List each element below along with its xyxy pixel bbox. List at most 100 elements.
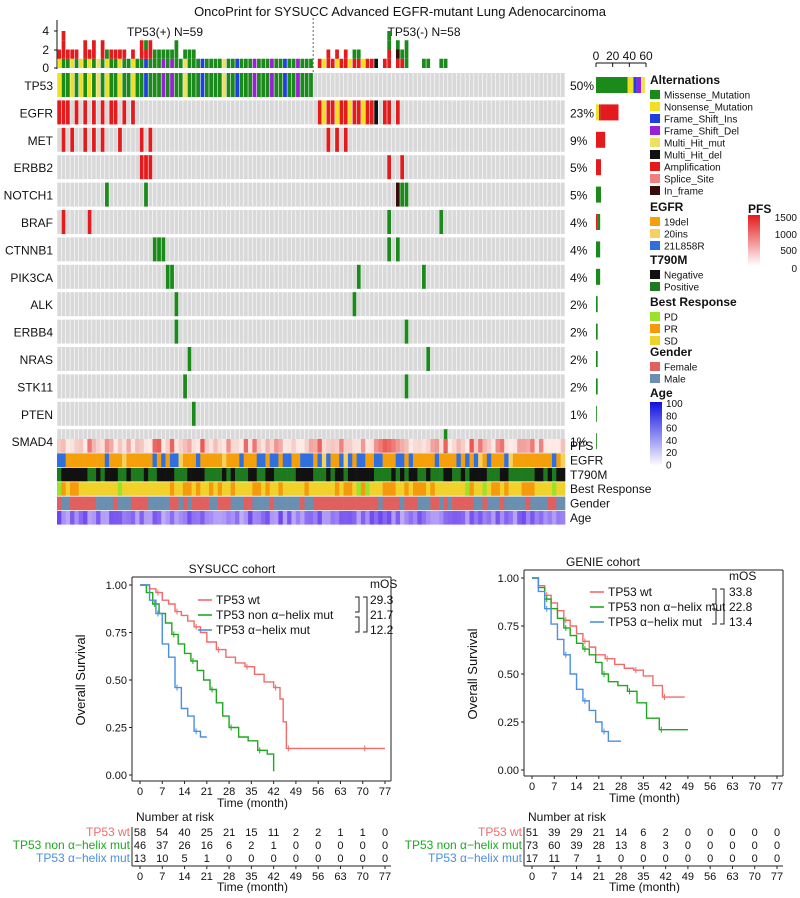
cell-empty	[152, 264, 157, 289]
cell-empty	[296, 182, 300, 207]
legend-pfs-tick: 1500	[775, 213, 798, 224]
track-cell	[91, 439, 97, 453]
track-cell	[187, 467, 192, 482]
cell-empty	[122, 155, 127, 180]
cell-empty	[252, 182, 257, 207]
cell-empty	[226, 127, 231, 152]
cell-amplification	[113, 100, 118, 125]
top-bar-segment	[287, 58, 292, 68]
cell-empty	[443, 73, 448, 97]
track-cell	[486, 496, 492, 511]
track-cell	[165, 511, 171, 525]
cell-empty	[404, 401, 409, 426]
track-cell	[317, 467, 323, 482]
cell-empty	[196, 182, 200, 207]
cell-empty	[300, 182, 305, 207]
track-cell	[213, 439, 218, 453]
cell-empty	[408, 401, 413, 426]
cell-empty	[248, 100, 253, 125]
km-y-label: Overall Survival	[465, 628, 480, 719]
cell-empty	[382, 237, 387, 262]
cell-empty	[283, 127, 287, 152]
cell-empty	[556, 100, 561, 125]
cell-empty	[317, 264, 322, 289]
cell-empty	[343, 237, 348, 262]
cell-empty	[79, 100, 83, 125]
cell-empty	[222, 182, 227, 207]
track-cell	[413, 482, 418, 496]
right-bar-segment	[596, 323, 598, 340]
track-cell	[478, 511, 483, 525]
risk-title: Number at risk	[528, 810, 607, 824]
cell-empty	[343, 182, 348, 207]
cell-empty	[543, 374, 548, 399]
cell-empty	[287, 319, 292, 344]
cell-empty	[443, 127, 448, 152]
cell-empty	[508, 127, 513, 152]
cell-empty	[504, 374, 509, 399]
cell-empty	[296, 319, 300, 344]
cell-empty	[408, 182, 413, 207]
track-cell	[178, 482, 184, 496]
track-cell	[152, 453, 158, 467]
cell-empty	[422, 237, 426, 262]
cell-empty	[339, 264, 344, 289]
track-cell	[369, 453, 375, 467]
risk-cell: 0	[293, 853, 299, 865]
cell-empty	[57, 155, 62, 180]
cell-empty	[474, 100, 478, 125]
cell-missense-mutation	[174, 73, 179, 97]
cell-empty	[313, 155, 318, 180]
cell-empty	[439, 237, 444, 262]
cell-empty	[330, 237, 335, 262]
cell-empty	[343, 264, 348, 289]
top-bar-segment	[404, 49, 409, 59]
track-cell	[560, 467, 566, 482]
track-cell	[113, 482, 119, 496]
risk-x-label: Time (month)	[217, 880, 288, 893]
track-cell	[152, 511, 158, 525]
track-cell	[495, 453, 501, 467]
legend-label: Splice_Site	[664, 175, 714, 186]
cell-empty	[170, 374, 174, 399]
cell-empty	[378, 100, 383, 125]
cell-empty	[105, 237, 109, 262]
cell-empty	[187, 210, 192, 234]
track-cell	[369, 482, 375, 496]
cell-empty	[83, 210, 88, 234]
cell-empty	[560, 127, 565, 152]
cell-empty	[170, 292, 174, 317]
top-bar-segment	[113, 58, 118, 68]
cell-empty	[74, 347, 79, 371]
track-cell	[200, 511, 205, 525]
cell-empty	[461, 264, 465, 289]
cell-empty	[287, 374, 292, 399]
track-cell	[538, 439, 544, 453]
track-cell	[400, 511, 405, 525]
track-cell	[161, 482, 166, 496]
cell-empty	[274, 237, 279, 262]
risk-cell: 0	[293, 840, 299, 852]
cell-empty	[165, 100, 170, 125]
cell-empty	[448, 237, 452, 262]
risk-cell: 0	[382, 840, 388, 852]
cell-missense-mutation	[274, 73, 279, 97]
cell-empty	[79, 401, 83, 426]
cell-empty	[200, 100, 205, 125]
track-cell	[430, 496, 436, 511]
top-bar-segment	[61, 40, 66, 50]
cell-empty	[87, 347, 92, 371]
gene-label: MET	[28, 134, 54, 148]
cell-empty	[248, 127, 253, 152]
top-bar-segment	[443, 58, 448, 68]
track-cell	[191, 439, 197, 453]
cell-empty	[92, 155, 96, 180]
cell-empty	[144, 237, 148, 262]
cell-empty	[265, 401, 270, 426]
km-x-tick-label: 7	[159, 786, 165, 798]
risk-cell: 0	[382, 827, 388, 839]
track-cell	[156, 467, 162, 482]
cell-missense-mutation	[165, 264, 170, 289]
cell-empty	[183, 319, 187, 344]
cell-empty	[157, 374, 161, 399]
